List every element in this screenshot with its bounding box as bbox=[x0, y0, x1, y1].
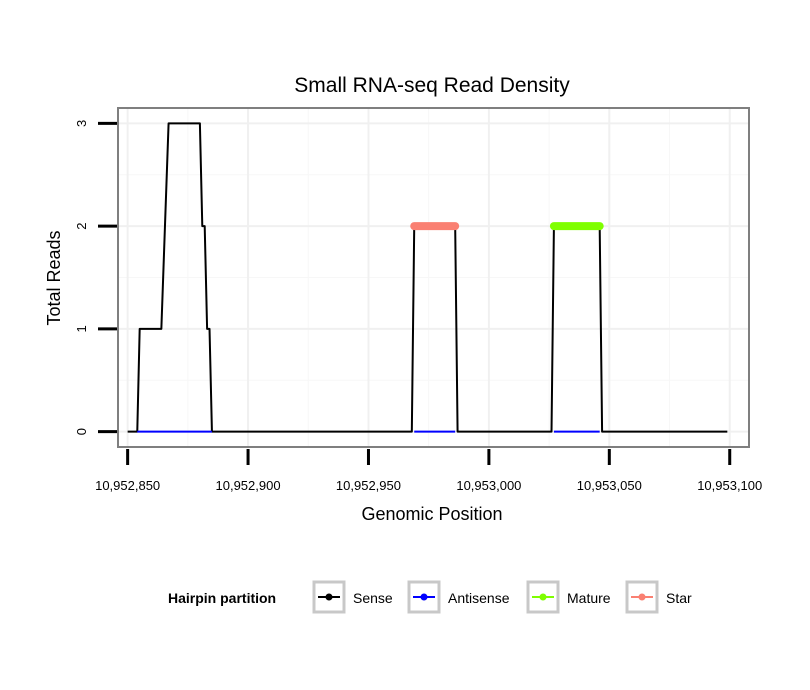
chart-title: Small RNA-seq Read Density bbox=[294, 74, 570, 97]
x-tick-label: 10,953,000 bbox=[456, 478, 521, 493]
y-axis-title: Total Reads bbox=[44, 230, 64, 325]
panel-border bbox=[117, 107, 750, 448]
legend-label-star: Star bbox=[666, 590, 692, 606]
x-tick-label: 10,952,850 bbox=[95, 478, 160, 493]
legend-dot-antisense bbox=[420, 593, 428, 601]
y-tick-label: 0 bbox=[74, 428, 89, 435]
legend: Hairpin partition Sense Antisense Mature St… bbox=[168, 580, 692, 614]
y-tick-label: 2 bbox=[74, 222, 89, 229]
x-tick-label: 10,953,050 bbox=[577, 478, 642, 493]
legend-dot-sense bbox=[325, 593, 333, 601]
x-tick-label: 10,952,900 bbox=[216, 478, 281, 493]
legend-label-sense: Sense bbox=[353, 590, 393, 606]
legend-label-mature: Mature bbox=[567, 590, 611, 606]
legend-label-antisense: Antisense bbox=[448, 590, 510, 606]
y-tick-label: 1 bbox=[74, 325, 89, 332]
y-tick-label: 3 bbox=[74, 120, 89, 127]
x-axis-title: Genomic Position bbox=[361, 504, 502, 524]
x-tick-label: 10,953,100 bbox=[697, 478, 762, 493]
x-tick-label: 10,952,950 bbox=[336, 478, 401, 493]
series-sense-line bbox=[127, 122, 728, 433]
legend-title: Hairpin partition bbox=[168, 590, 276, 606]
legend-dot-mature bbox=[539, 593, 547, 601]
legend-dot-star bbox=[638, 593, 646, 601]
plot-area: 10,952,850 10,952,900 10,952,950 10,953,000… bbox=[74, 107, 762, 493]
